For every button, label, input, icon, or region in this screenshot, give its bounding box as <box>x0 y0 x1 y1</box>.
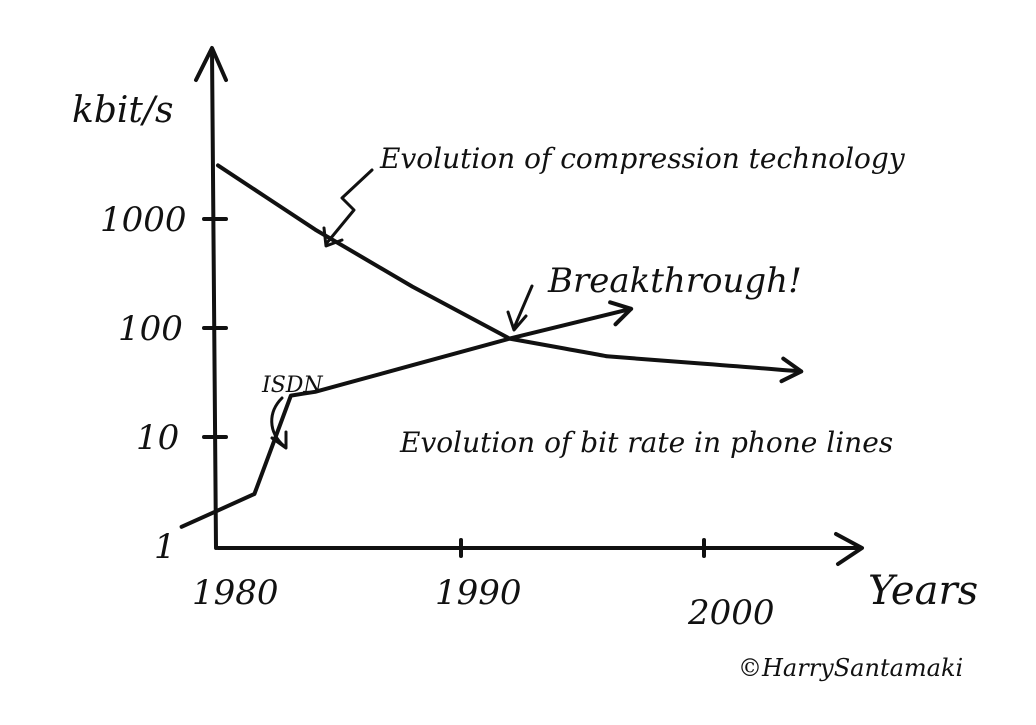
ticks <box>202 217 706 558</box>
x-tick-label: 2000 <box>687 593 775 633</box>
y-tick-label: 1000 <box>100 200 187 240</box>
x-axis-arrowhead <box>834 532 864 566</box>
series-arrowhead-0 <box>779 356 804 384</box>
breakthrough-arrow <box>506 284 534 332</box>
tick-labels: 1980 1990 2000 1 10 100 1000 <box>100 200 775 633</box>
isdn-arrow <box>270 396 288 450</box>
series <box>179 163 804 529</box>
y-axis-arrowhead <box>194 46 228 82</box>
series-arrowhead-1 <box>608 300 634 327</box>
compression-arrow <box>322 168 374 248</box>
series-line-0 <box>216 163 804 374</box>
y-tick-label: 10 <box>136 418 179 458</box>
series-line-1 <box>179 306 634 529</box>
annotation-breakthrough: Breakthrough! <box>547 261 802 301</box>
credit-text: ©HarrySantamaki <box>738 654 963 682</box>
y-tick-label: 1 <box>154 527 176 567</box>
x-tick-label: 1980 <box>192 573 279 613</box>
series-label-compression: Evolution of compression technology <box>379 142 906 175</box>
y-tick-label: 100 <box>118 309 183 349</box>
x-tick-label: 1990 <box>435 573 522 613</box>
x-axis-label: Years <box>868 568 978 614</box>
y-axis <box>210 48 218 550</box>
series-label-bitrate: Evolution of bit rate in phone lines <box>399 426 893 459</box>
y-axis-label: kbit/s <box>72 90 173 131</box>
annotation-isdn: ISDN <box>261 373 323 398</box>
axes <box>194 46 864 566</box>
